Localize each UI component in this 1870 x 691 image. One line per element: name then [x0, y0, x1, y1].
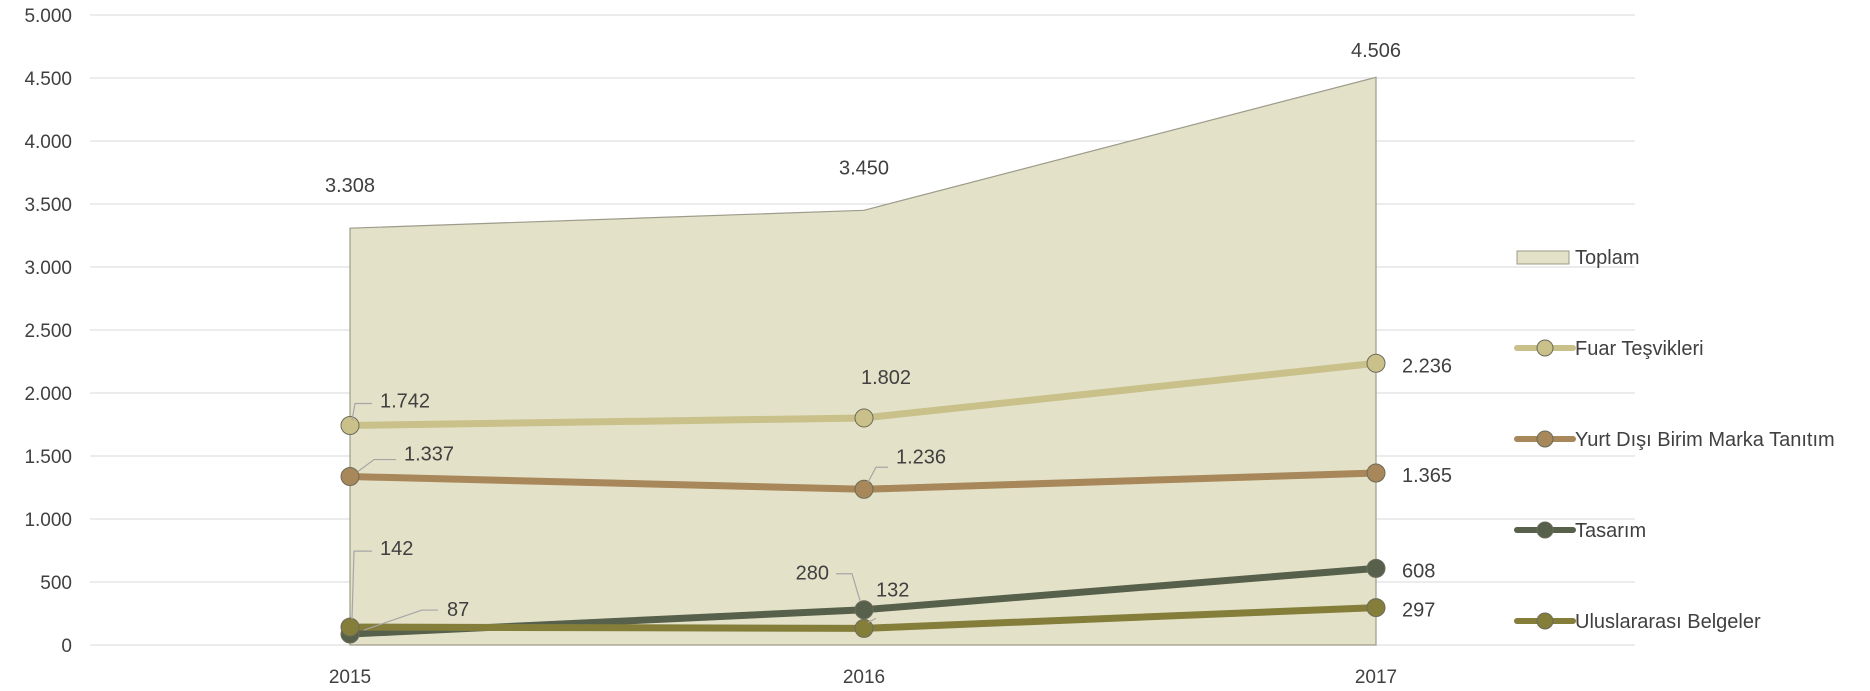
label-leader [836, 573, 861, 601]
area-toplam [349, 76, 1377, 646]
point-uluslararasi-belgeler [854, 618, 874, 638]
line-series [340, 353, 1386, 644]
data-label-yurt-disi-birim-marka-tanitim: 1.337 [404, 444, 454, 466]
data-label-tasarim: 87 [447, 599, 469, 621]
data-label-yurt-disi-birim-marka-tanitim: 1.365 [1402, 465, 1452, 487]
label-leader [867, 617, 877, 623]
y-tick-label: 500 [40, 573, 72, 594]
y-tick-label: 1.000 [24, 510, 72, 531]
legend-label-fuar-tesvikleri: Fuar Teşvikleri [1575, 338, 1704, 360]
label-leader [363, 609, 438, 631]
legend: Toplam Fuar Teşvikleri Yurt Dışı Birim Mar… [1514, 247, 1835, 633]
data-label-uluslararasi-belgeler: 142 [380, 538, 413, 560]
data-label-uluslararasi-belgeler: 297 [1402, 600, 1435, 622]
data-label-tasarim: 608 [1402, 560, 1435, 582]
point-uluslararasi-belgeler [340, 617, 360, 637]
y-tick-label: 4.000 [24, 132, 72, 153]
y-tick-label: 2.500 [24, 321, 72, 342]
legend-label-tasarim: Tasarım [1575, 520, 1646, 542]
y-tick-label: 1.500 [24, 447, 72, 468]
y-tick-label: 3.000 [24, 258, 72, 279]
label-leader-lines [351, 402, 888, 631]
point-fuar-tesvikleri [1366, 353, 1386, 373]
data-label-toplam: 3.450 [839, 157, 889, 179]
legend-label-yurt-disi-birim-marka-tanitim: Yurt Dışı Birim Marka Tanıtım [1575, 429, 1835, 451]
label-leader [357, 458, 396, 473]
data-label-uluslararasi-belgeler: 132 [876, 579, 909, 601]
point-tasarim [1366, 558, 1386, 578]
data-labels: 3.308 3.450 4.506 1.742 1.802 2.236 1.337 1.236… [325, 40, 1452, 621]
data-label-fuar-tesvikleri: 2.236 [1402, 355, 1452, 377]
y-tick-label: 5.000 [24, 6, 72, 27]
data-label-toplam: 3.308 [325, 175, 375, 197]
point-yurt-disi-birim-marka-tanitim [340, 467, 360, 487]
y-tick-label: 3.500 [24, 195, 72, 216]
y-axis-ticks: 0 500 1.000 1.500 2.000 2.500 3.000 3.500 4.000 4… [24, 6, 72, 657]
y-tick-label: 2.000 [24, 384, 72, 405]
x-tick-label: 2017 [1355, 667, 1397, 688]
legend-swatch-toplam [1516, 250, 1570, 265]
point-uluslararasi-belgeler [1366, 598, 1386, 618]
area-series [349, 76, 1377, 646]
label-leader [867, 466, 888, 483]
label-leader [351, 550, 372, 620]
point-fuar-tesvikleri [854, 408, 874, 428]
point-fuar-tesvikleri [340, 416, 360, 436]
x-axis-ticks: 2015 2016 2017 [329, 667, 1397, 688]
legend-label-uluslararasi-belgeler: Uluslararası Belgeler [1575, 611, 1761, 633]
legend-marker-yurt-disi-birim-marka-tanitim [1536, 430, 1554, 448]
x-tick-label: 2015 [329, 667, 371, 688]
data-label-yurt-disi-birim-marka-tanitim: 1.236 [896, 446, 946, 468]
data-label-toplam: 4.506 [1351, 40, 1401, 62]
legend-label-toplam: Toplam [1575, 247, 1639, 269]
point-yurt-disi-birim-marka-tanitim [1366, 463, 1386, 483]
data-label-tasarim: 280 [796, 563, 829, 585]
legend-marker-tasarim [1536, 521, 1554, 539]
legend-marker-fuar-tesvikleri [1536, 339, 1554, 357]
y-tick-label: 0 [61, 636, 72, 657]
y-tick-label: 4.500 [24, 69, 72, 90]
x-tick-label: 2016 [843, 667, 885, 688]
data-label-fuar-tesvikleri: 1.802 [861, 367, 911, 389]
point-tasarim [854, 600, 874, 620]
legend-marker-uluslararasi-belgeler [1536, 612, 1554, 630]
point-yurt-disi-birim-marka-tanitim [854, 479, 874, 499]
data-label-fuar-tesvikleri: 1.742 [380, 391, 430, 413]
label-leader [351, 402, 372, 421]
